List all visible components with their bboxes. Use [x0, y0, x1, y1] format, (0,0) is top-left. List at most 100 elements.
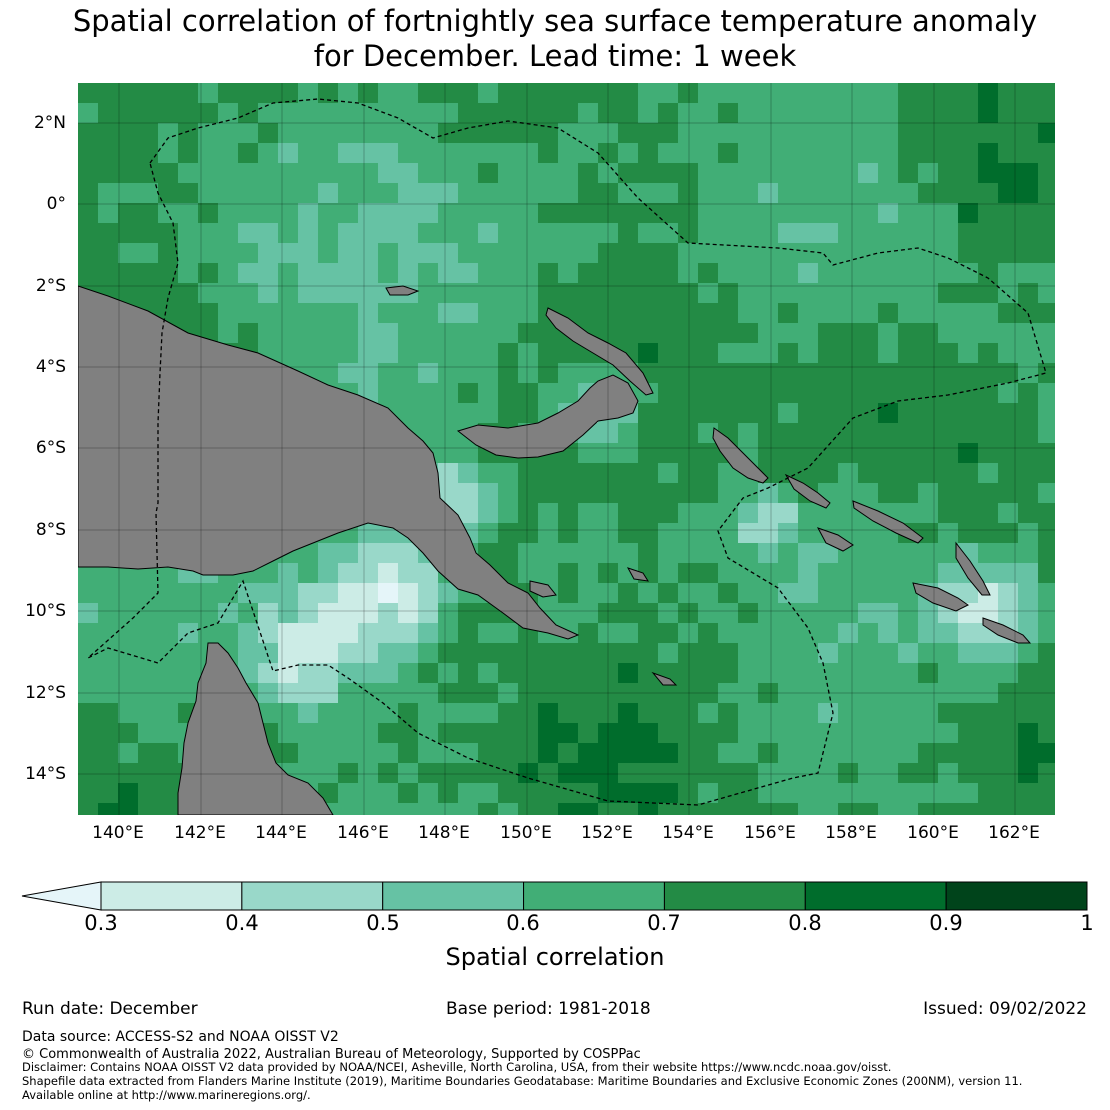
correlation-cell — [958, 663, 978, 683]
correlation-cell — [858, 603, 878, 623]
correlation-cell — [438, 303, 458, 323]
correlation-cell — [838, 283, 858, 303]
correlation-cell — [878, 383, 898, 403]
correlation-cell — [998, 83, 1018, 103]
correlation-cell — [978, 103, 998, 123]
correlation-cell — [678, 103, 698, 123]
correlation-cell — [118, 243, 138, 263]
correlation-cell — [418, 163, 438, 183]
correlation-cell — [698, 103, 718, 123]
correlation-cell — [498, 463, 518, 483]
correlation-cell — [578, 123, 598, 143]
new-ireland-land — [545, 307, 654, 396]
correlation-cell — [338, 343, 358, 363]
correlation-cell — [178, 643, 198, 663]
correlation-cell — [778, 563, 798, 583]
correlation-cell — [98, 83, 118, 103]
correlation-cell — [618, 623, 638, 643]
correlation-cell — [378, 643, 398, 663]
correlation-cell — [138, 603, 158, 623]
correlation-cell — [98, 583, 118, 603]
lat-label-10s: 10°S — [25, 601, 66, 621]
correlation-cell — [458, 503, 478, 523]
correlation-cell — [398, 643, 418, 663]
correlation-cell — [878, 323, 898, 343]
correlation-cell — [758, 503, 778, 523]
correlation-cell — [378, 563, 398, 583]
correlation-cell — [398, 123, 418, 143]
correlation-cell — [98, 803, 118, 815]
correlation-cell — [998, 383, 1018, 403]
correlation-cell — [358, 223, 378, 243]
correlation-cell — [438, 403, 458, 423]
correlation-cell — [718, 83, 738, 103]
correlation-cell — [838, 723, 858, 743]
correlation-cell — [758, 403, 778, 423]
correlation-cell — [118, 203, 138, 223]
correlation-cell — [258, 83, 278, 103]
correlation-cell — [98, 163, 118, 183]
correlation-cell — [1018, 723, 1038, 743]
correlation-cell — [98, 643, 118, 663]
correlation-cell — [1018, 803, 1038, 815]
correlation-cell — [158, 263, 178, 283]
correlation-cell — [298, 123, 318, 143]
title-line-1: Spatial correlation of fortnightly sea s… — [72, 4, 1038, 38]
correlation-cell — [938, 283, 958, 303]
correlation-cell — [398, 763, 418, 783]
correlation-cell — [878, 283, 898, 303]
correlation-cell — [1038, 143, 1055, 163]
correlation-cell — [558, 123, 578, 143]
correlation-cell — [638, 323, 658, 343]
correlation-cell — [798, 123, 818, 143]
correlation-cell — [798, 783, 818, 803]
correlation-cell — [898, 483, 918, 503]
correlation-cell — [178, 203, 198, 223]
correlation-cell — [1018, 323, 1038, 343]
correlation-cell — [798, 503, 818, 523]
correlation-cell — [758, 243, 778, 263]
correlation-cell — [98, 723, 118, 743]
correlation-cell — [998, 483, 1018, 503]
correlation-cell — [378, 683, 398, 703]
correlation-cell — [1018, 583, 1038, 603]
correlation-cell — [998, 503, 1018, 523]
correlation-cell — [158, 623, 178, 643]
correlation-cell — [678, 303, 698, 323]
correlation-cell — [898, 363, 918, 383]
correlation-cell — [878, 363, 898, 383]
correlation-cell — [138, 723, 158, 743]
correlation-cell — [478, 143, 498, 163]
correlation-cell — [398, 403, 418, 423]
correlation-cell — [678, 603, 698, 623]
correlation-cell — [878, 103, 898, 123]
correlation-cell — [398, 543, 418, 563]
correlation-cell — [438, 103, 458, 123]
correlation-cell — [1018, 263, 1038, 283]
correlation-cell — [678, 323, 698, 343]
copyright: © Commonwealth of Australia 2022, Austra… — [22, 1047, 641, 1062]
correlation-cell — [438, 743, 458, 763]
correlation-cell — [538, 483, 558, 503]
correlation-cell — [1038, 303, 1055, 323]
correlation-cell — [698, 623, 718, 643]
correlation-cell — [1038, 623, 1055, 643]
correlation-cell — [718, 263, 738, 283]
correlation-cell — [338, 563, 358, 583]
correlation-cell — [838, 703, 858, 723]
correlation-cell — [878, 463, 898, 483]
correlation-cell — [618, 303, 638, 323]
correlation-cell — [378, 343, 398, 363]
correlation-cell — [738, 563, 758, 583]
correlation-cell — [858, 643, 878, 663]
correlation-cell — [498, 183, 518, 203]
correlation-cell — [278, 583, 298, 603]
correlation-cell — [978, 663, 998, 683]
correlation-cell — [458, 223, 478, 243]
correlation-cell — [918, 423, 938, 443]
correlation-cell — [1018, 483, 1038, 503]
correlation-cell — [878, 663, 898, 683]
correlation-cell — [478, 383, 498, 403]
correlation-cell — [278, 683, 298, 703]
correlation-cell — [738, 783, 758, 803]
